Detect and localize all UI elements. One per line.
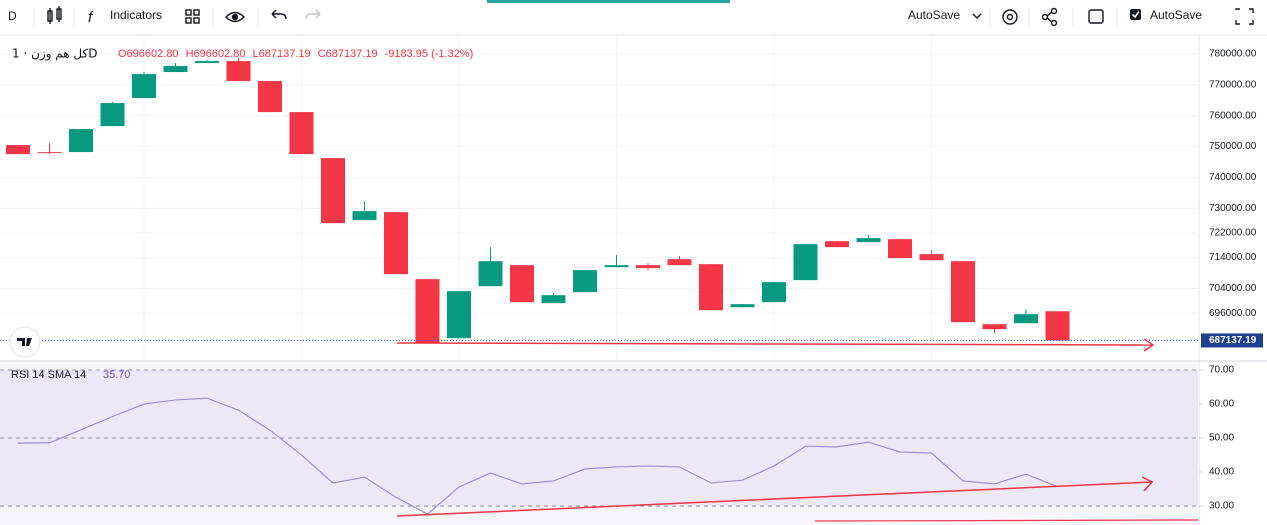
templates-icon[interactable]	[185, 9, 200, 24]
last-price-label: 687137.19	[1209, 335, 1257, 346]
last-price-box	[1201, 333, 1263, 348]
y-tick-label: 714000.00	[1209, 252, 1257, 263]
eye-icon[interactable]	[225, 11, 245, 23]
autosave-menu[interactable]: AutoSave	[908, 8, 960, 22]
y-tick-label: 50.00	[1209, 433, 1234, 444]
ohlc-legend: O696602.80	[118, 48, 179, 60]
rsi-line	[17, 397, 1058, 515]
candle-body	[1045, 311, 1070, 341]
share-icon[interactable]	[1041, 7, 1058, 27]
undo-icon[interactable]	[271, 9, 287, 20]
autosave-checkbox[interactable]	[1130, 9, 1141, 20]
y-tick-label: 780000.00	[1209, 49, 1257, 60]
candle-body	[69, 129, 93, 153]
candle-body	[541, 295, 566, 304]
notice-bar	[487, 0, 730, 3]
candle-body	[163, 66, 188, 73]
rsi-value: 35.70	[103, 369, 131, 381]
fx-icon[interactable]: f	[88, 9, 94, 26]
trend-line	[396, 481, 1153, 517]
candle-body	[604, 265, 629, 268]
candle-body	[919, 254, 944, 261]
autosave-toggle[interactable]: AutoSave	[1150, 8, 1202, 22]
candle-body	[573, 270, 597, 293]
candle-body	[762, 282, 786, 303]
dropdown-icon[interactable]	[972, 13, 982, 19]
ohlc-legend: H696602.80	[186, 48, 246, 60]
candle-body	[951, 261, 975, 323]
candle-body	[447, 291, 471, 339]
chart-type-icon[interactable]	[47, 6, 62, 24]
candle-body	[730, 304, 755, 308]
ohlc-legend: C687137.19	[318, 48, 378, 60]
candle-body	[195, 61, 219, 64]
trend-line	[396, 342, 1153, 346]
candle-body	[888, 239, 912, 259]
y-tick-label: 760000.00	[1209, 110, 1257, 121]
trend-arrow	[1143, 338, 1155, 352]
candle-body	[384, 212, 408, 275]
y-tick-label: 750000.00	[1209, 141, 1257, 152]
y-tick-label: 730000.00	[1209, 203, 1257, 214]
candle-body	[825, 241, 849, 248]
candle-body	[289, 112, 314, 155]
candle-body	[982, 324, 1007, 330]
rsi-pane-background	[0, 362, 1199, 525]
y-tick-label: 696000.00	[1209, 308, 1257, 319]
candle-body	[415, 279, 440, 344]
trend-arrow	[1141, 476, 1154, 492]
candle-body	[793, 244, 818, 281]
check-mark	[1131, 11, 1140, 19]
candle-body	[100, 103, 125, 127]
interval-button[interactable]: D	[8, 9, 17, 23]
y-tick-label: 722000.00	[1209, 228, 1257, 239]
candle-body	[856, 238, 881, 243]
y-tick-label: 740000.00	[1209, 172, 1257, 183]
trend-line-partial	[814, 519, 1199, 522]
candle-body	[6, 145, 30, 155]
indicators-button[interactable]: Indicators	[110, 8, 162, 22]
ohlc-legend: -9183.95 (-1.32%)	[385, 48, 474, 60]
ohlc-legend: L687137.19	[253, 48, 311, 60]
fullscreen-icon[interactable]	[1235, 8, 1254, 25]
candle-body	[510, 265, 534, 303]
candle-body	[667, 259, 692, 266]
candle-body	[226, 61, 251, 82]
candle-body	[321, 158, 345, 224]
y-tick-label: 704000.00	[1209, 283, 1257, 294]
y-tick-label: 40.00	[1209, 467, 1234, 478]
candle-body	[1014, 314, 1038, 324]
candle-body	[258, 81, 282, 113]
candle-body	[478, 261, 503, 287]
candle-body	[636, 265, 660, 269]
candle-body	[132, 74, 156, 99]
redo-icon[interactable]	[305, 9, 321, 20]
y-tick-label: 70.00	[1209, 365, 1234, 376]
y-tick-label: 770000.00	[1209, 80, 1257, 91]
symbol-label: کل هم وزن · 1D	[12, 47, 97, 62]
snapshot-icon[interactable]	[1088, 9, 1104, 24]
rsi-title: RSI 14 SMA 14	[11, 369, 86, 381]
logo-mark	[17, 338, 32, 346]
toolbar: D f Indicators AutoSave AutoSave	[8, 0, 1254, 27]
y-tick-label: 30.00	[1209, 501, 1234, 512]
candle-body	[699, 264, 723, 311]
candle-body	[37, 152, 62, 154]
candle-body	[352, 211, 377, 221]
rsi-band	[0, 369, 1198, 507]
settings-icon[interactable]	[1002, 9, 1018, 25]
y-tick-label: 60.00	[1209, 399, 1234, 410]
